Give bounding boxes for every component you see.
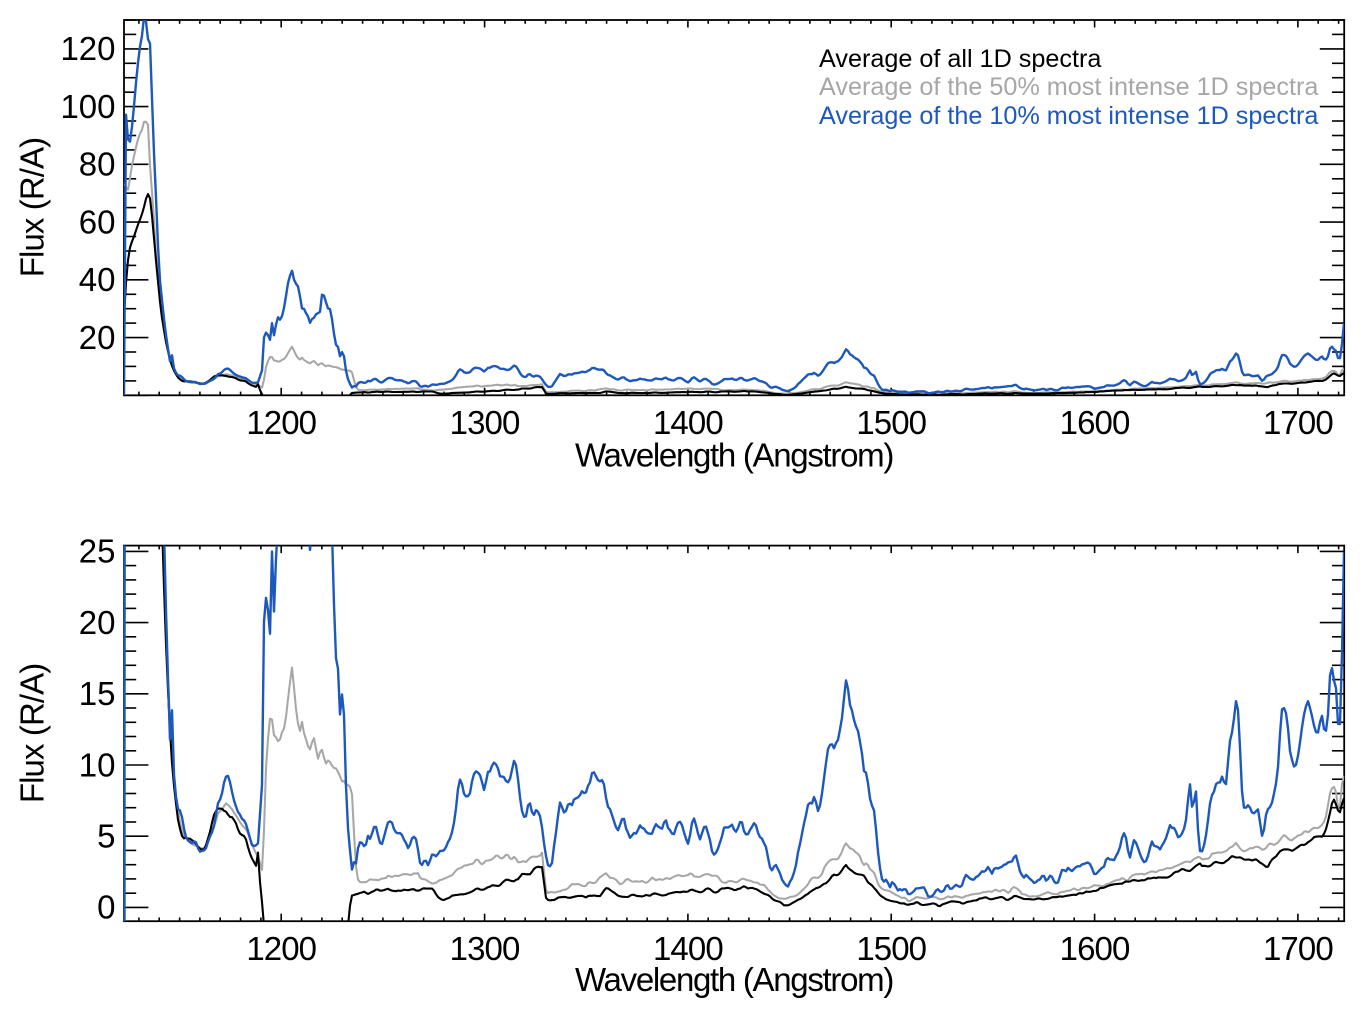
svg-text:25: 25 — [79, 533, 116, 570]
svg-text:5: 5 — [97, 818, 115, 855]
svg-text:40: 40 — [79, 261, 116, 298]
svg-text:Flux (R/A): Flux (R/A) — [14, 664, 51, 804]
svg-text:1200: 1200 — [246, 404, 316, 441]
svg-text:20: 20 — [79, 604, 116, 641]
svg-text:1500: 1500 — [856, 930, 926, 967]
svg-text:1700: 1700 — [1263, 930, 1333, 967]
svg-text:100: 100 — [60, 88, 115, 125]
svg-text:1300: 1300 — [450, 404, 520, 441]
svg-text:20: 20 — [79, 319, 116, 356]
svg-text:Flux (R/A): Flux (R/A) — [14, 138, 51, 278]
svg-text:Wavelength (Angstrom): Wavelength (Angstrom) — [575, 961, 893, 998]
svg-text:Wavelength (Angstrom): Wavelength (Angstrom) — [575, 436, 893, 473]
svg-text:1400: 1400 — [653, 404, 723, 441]
svg-text:Average of the 10% most intens: Average of the 10% most intense 1D spect… — [819, 102, 1319, 130]
svg-text:60: 60 — [79, 203, 116, 240]
svg-text:1600: 1600 — [1060, 404, 1130, 441]
svg-text:1200: 1200 — [246, 930, 316, 967]
svg-text:1600: 1600 — [1060, 930, 1130, 967]
svg-text:Average of all 1D spectra: Average of all 1D spectra — [819, 45, 1102, 73]
svg-text:1400: 1400 — [653, 930, 723, 967]
svg-text:0: 0 — [97, 889, 115, 926]
svg-text:1300: 1300 — [450, 930, 520, 967]
svg-text:120: 120 — [60, 30, 115, 67]
svg-text:80: 80 — [79, 146, 116, 183]
svg-text:1700: 1700 — [1263, 404, 1333, 441]
svg-text:1500: 1500 — [856, 404, 926, 441]
svg-text:Average of the 50% most intens: Average of the 50% most intense 1D spect… — [819, 73, 1319, 101]
svg-text:10: 10 — [79, 746, 116, 783]
svg-text:15: 15 — [79, 675, 116, 712]
